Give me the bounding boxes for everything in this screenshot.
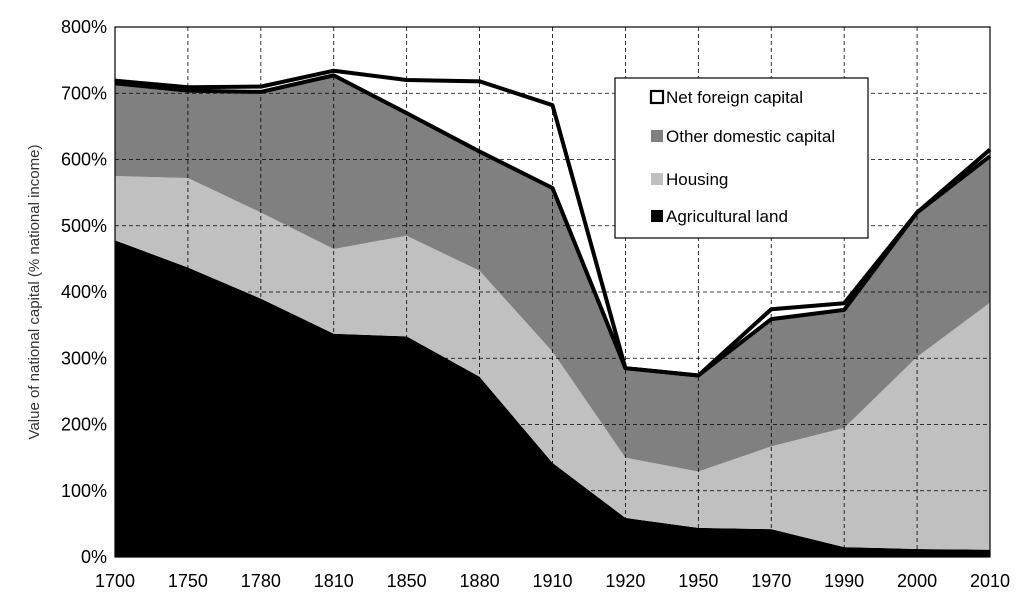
y-tick-label: 200% xyxy=(61,415,107,435)
x-tick-label: 2000 xyxy=(897,571,937,591)
x-tick-label: 1810 xyxy=(314,571,354,591)
area-net-foreign-capital xyxy=(115,70,990,376)
x-tick-label: 1910 xyxy=(532,571,572,591)
y-axis-label: Value of national capital (% national in… xyxy=(26,145,43,440)
legend-swatch-other-domestic-capital xyxy=(651,130,663,142)
y-axis-ticks: 0% 100% 200% 300% 400% 500% 600% 700% 800% xyxy=(61,17,107,567)
x-tick-label: 1990 xyxy=(824,571,864,591)
legend-swatch-net-foreign-capital xyxy=(649,89,665,105)
legend-item-housing: Housing xyxy=(651,170,728,189)
x-tick-label: 1850 xyxy=(387,571,427,591)
legend-item-other-domestic-capital: Other domestic capital xyxy=(651,127,835,146)
x-tick-label: 1970 xyxy=(751,571,791,591)
legend: Net foreign capital Other domestic capit… xyxy=(614,77,869,239)
y-tick-label: 800% xyxy=(61,17,107,37)
x-tick-label: 1880 xyxy=(460,571,500,591)
legend-label-housing: Housing xyxy=(666,170,728,189)
legend-item-net-foreign-capital: Net foreign capital xyxy=(649,88,803,107)
legend-swatch-agricultural-land xyxy=(651,210,663,222)
x-tick-label: 2010 xyxy=(970,571,1010,591)
edge-net-foreign-capital-bottom xyxy=(114,73,992,378)
plot-frame xyxy=(114,26,991,558)
x-tick-label: 1700 xyxy=(95,571,135,591)
edge-net-foreign-capital-top xyxy=(114,68,992,378)
y-tick-label: 400% xyxy=(61,282,107,302)
gridlines xyxy=(115,27,990,557)
x-tick-label: 1920 xyxy=(605,571,645,591)
legend-item-agricultural-land: Agricultural land xyxy=(651,207,788,226)
y-tick-label: 100% xyxy=(61,481,107,501)
legend-label-agricultural-land: Agricultural land xyxy=(666,207,788,226)
x-axis-ticks: 1700 1750 1780 1810 1850 1880 1910 1920 1950 1970… xyxy=(95,571,1010,591)
y-tick-label: 700% xyxy=(61,83,107,103)
y-tick-label: 600% xyxy=(61,150,107,170)
legend-label-other-domestic-capital: Other domestic capital xyxy=(666,127,835,146)
y-tick-label: 0% xyxy=(81,547,107,567)
legend-label-net-foreign-capital: Net foreign capital xyxy=(666,88,803,107)
x-tick-label: 1950 xyxy=(678,571,718,591)
legend-swatch-housing xyxy=(651,173,663,185)
series-edges xyxy=(114,68,992,378)
y-tick-label: 300% xyxy=(61,348,107,368)
x-tick-label: 1780 xyxy=(241,571,281,591)
x-tick-label: 1750 xyxy=(168,571,208,591)
y-tick-label: 500% xyxy=(61,216,107,236)
